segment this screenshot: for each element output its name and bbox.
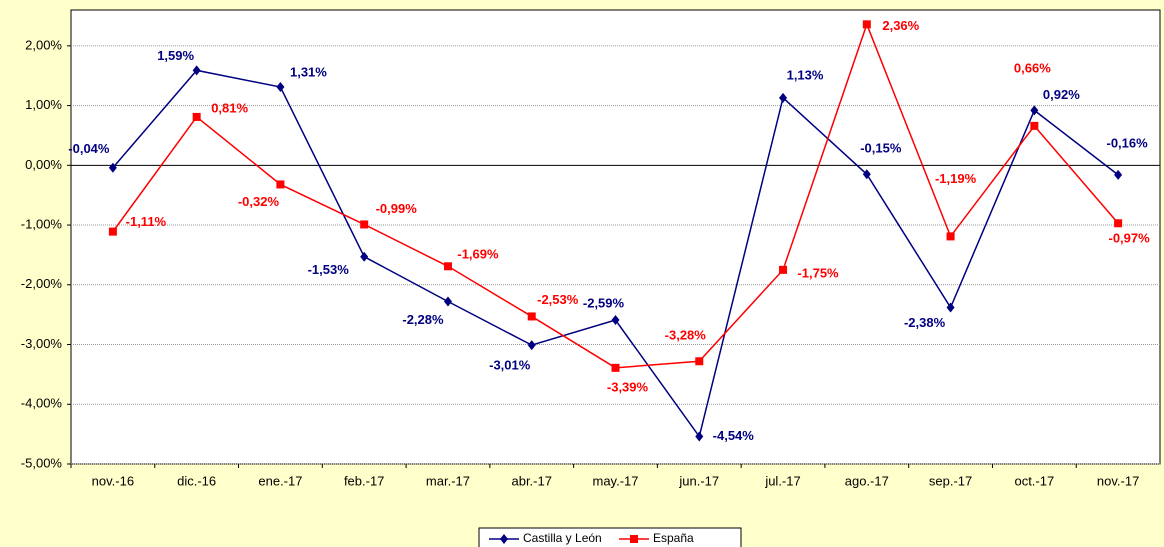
x-tick-label: nov.-16 <box>92 473 134 488</box>
marker <box>779 92 788 103</box>
legend <box>478 527 742 547</box>
marker <box>276 82 285 93</box>
data-label: -2,38% <box>904 315 946 330</box>
marker <box>192 112 201 121</box>
marker <box>630 535 638 543</box>
x-tick-label: sep.-17 <box>929 473 972 488</box>
marker <box>500 534 508 544</box>
data-label: 0,81% <box>211 100 248 115</box>
marker <box>192 65 201 76</box>
data-label: -0,97% <box>1109 231 1151 246</box>
marker <box>108 227 117 236</box>
y-tick-label: 2,00% <box>25 37 62 52</box>
data-label: -1,53% <box>308 262 350 277</box>
y-tick-label: -3,00% <box>21 336 63 351</box>
legend-label: Castilla y León <box>523 531 602 545</box>
data-label: 1,13% <box>787 67 824 82</box>
x-tick-label: jun.-17 <box>678 473 719 488</box>
data-label: -0,16% <box>1107 135 1149 150</box>
marker <box>1114 169 1123 180</box>
marker <box>1030 121 1039 130</box>
marker <box>360 251 369 262</box>
legend-label: España <box>653 531 694 545</box>
marker <box>611 363 620 372</box>
x-tick-label: feb.-17 <box>344 473 384 488</box>
y-tick-label: -4,00% <box>21 396 63 411</box>
data-label: -2,59% <box>583 295 625 310</box>
data-label: 2,36% <box>882 18 919 33</box>
marker <box>1114 219 1123 228</box>
data-label: 1,31% <box>290 64 327 79</box>
x-tick-label: nov.-17 <box>1097 473 1139 488</box>
data-label: -4,54% <box>713 428 755 443</box>
marker <box>360 220 369 229</box>
data-label: -3,01% <box>489 358 531 373</box>
data-label: -2,28% <box>402 312 444 327</box>
data-label: -0,15% <box>860 141 902 156</box>
marker <box>443 262 452 271</box>
marker <box>862 20 871 29</box>
data-label: -3,39% <box>607 379 649 394</box>
marker <box>611 315 620 326</box>
y-tick-label: -2,00% <box>21 276 63 291</box>
x-tick-label: dic.-16 <box>177 473 216 488</box>
data-label: -1,69% <box>457 247 499 262</box>
marker <box>1030 105 1039 116</box>
y-tick-label: 1,00% <box>25 97 62 112</box>
marker <box>862 169 871 180</box>
marker <box>276 180 285 189</box>
plot-area <box>70 9 1161 465</box>
marker <box>946 232 955 241</box>
y-tick-label: -1,00% <box>21 216 63 231</box>
data-label: 0,66% <box>1014 60 1051 75</box>
data-label: -1,75% <box>797 265 839 280</box>
data-label: -3,28% <box>665 328 707 343</box>
marker <box>527 340 536 351</box>
marker <box>695 431 704 442</box>
data-label: -1,11% <box>126 214 167 229</box>
data-label: -0,99% <box>376 201 418 216</box>
marker <box>779 265 788 274</box>
marker <box>108 162 117 173</box>
x-tick-label: oct.-17 <box>1014 473 1054 488</box>
marker <box>946 302 955 313</box>
marker <box>443 296 452 307</box>
marker <box>695 357 704 366</box>
x-tick-label: ago.-17 <box>845 473 889 488</box>
data-label: -2,53% <box>537 292 579 307</box>
y-tick-label: -5,00% <box>21 455 63 470</box>
data-label: 1,59% <box>157 48 194 63</box>
x-tick-label: may.-17 <box>593 473 639 488</box>
y-tick-label: 0,00% <box>25 157 62 172</box>
data-label: -0,04% <box>68 141 110 156</box>
data-label: 0,92% <box>1043 87 1080 102</box>
marker <box>527 312 536 321</box>
x-tick-label: jul.-17 <box>764 473 800 488</box>
data-label: -1,19% <box>935 171 977 186</box>
x-tick-label: ene.-17 <box>258 473 302 488</box>
x-tick-label: abr.-17 <box>511 473 551 488</box>
x-tick-label: mar.-17 <box>426 473 470 488</box>
data-label: -0,32% <box>238 194 280 209</box>
